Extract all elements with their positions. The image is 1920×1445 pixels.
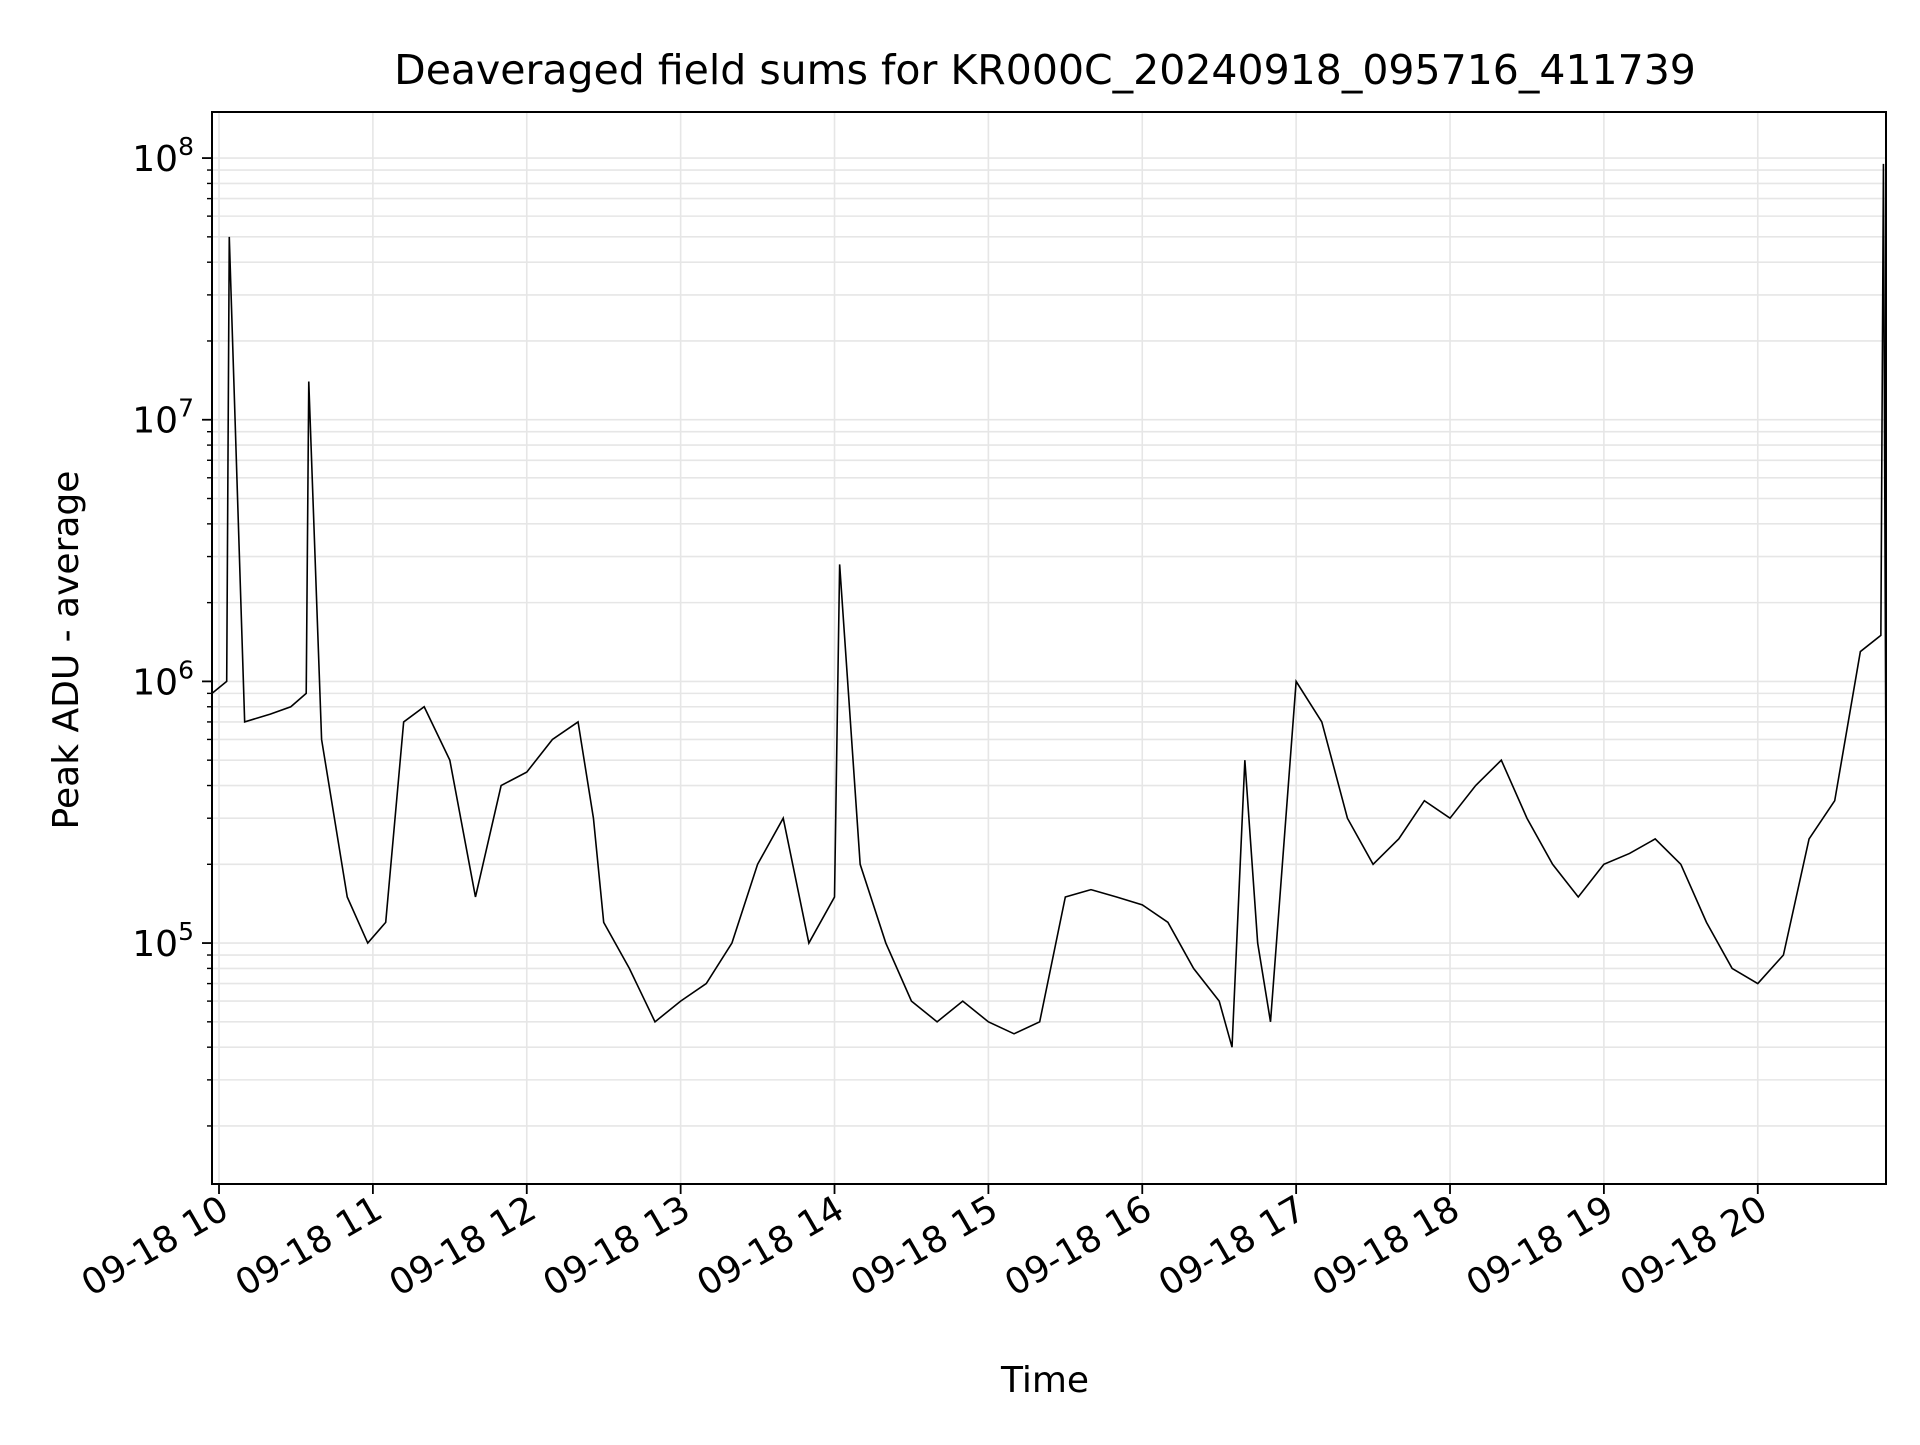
series-line-0 bbox=[211, 163, 1887, 1048]
chart-title: Deaveraged field sums for KR000C_2024091… bbox=[394, 46, 1696, 94]
series-layer bbox=[211, 163, 1887, 1048]
minor-gridlines bbox=[212, 169, 1886, 1127]
y-axis-label: Peak ADU - average bbox=[46, 471, 87, 830]
y-tick-label: 108 bbox=[132, 132, 194, 180]
y-tick-label: 106 bbox=[132, 655, 194, 703]
y-tick-label: 107 bbox=[132, 394, 194, 442]
x-axis-label: Time bbox=[1000, 1360, 1089, 1401]
major-gridlines bbox=[212, 112, 1886, 1184]
y-tick-label: 105 bbox=[132, 917, 194, 965]
plot-frame bbox=[211, 111, 1887, 1185]
y-axis-ticks: 105 106 107 108 bbox=[132, 132, 212, 1127]
